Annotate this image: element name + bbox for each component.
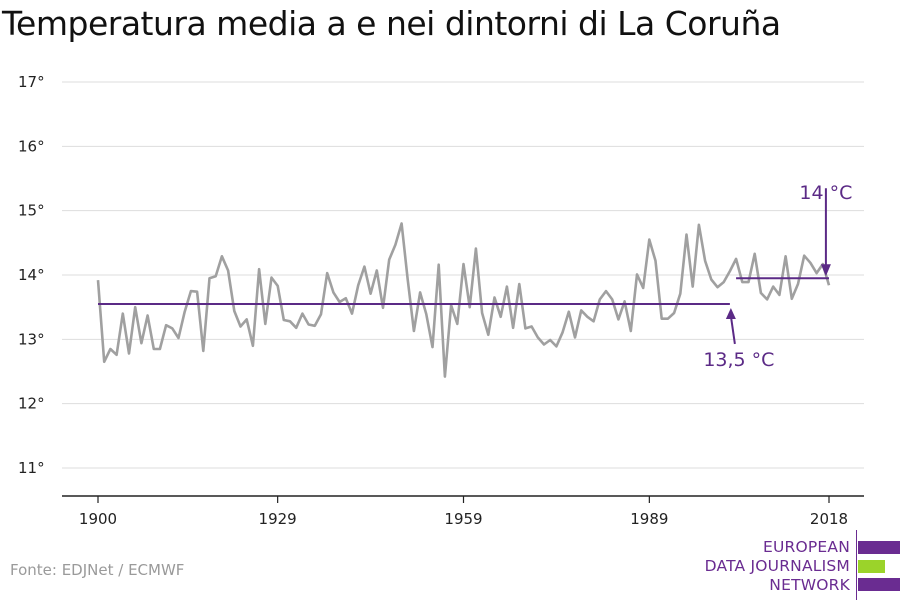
average-annotations: 13,5 °C 14 °C (98, 182, 852, 371)
logo-bar-purple-bottom (858, 578, 900, 591)
chart-title: Temperatura media a e nei dintorni di La… (2, 4, 781, 43)
x-tick-label-2018: 2018 (810, 510, 848, 528)
logo-line-3: NETWORK (769, 576, 850, 594)
x-tick-label-1959: 1959 (444, 510, 482, 528)
y-tick-label-11: 11° (18, 459, 45, 477)
average-arrowhead-2 (820, 264, 831, 277)
average-label-1: 13,5 °C (703, 349, 774, 371)
edjnet-logo[interactable]: EUROPEAN DATA JOURNALISM NETWORK (705, 538, 850, 595)
logo-line-2: DATA JOURNALISM (704, 557, 850, 575)
data-series (96, 222, 831, 378)
y-tick-label-16: 16° (18, 137, 45, 155)
y-axis-tick-labels: 11° 12° 13° 14° 15° 16° 17° (18, 73, 45, 477)
logo-bar-purple-top (858, 541, 900, 554)
x-axis: 1900 1929 1959 1989 2018 (62, 495, 864, 528)
y-tick-label-15: 15° (18, 202, 45, 220)
x-tick-label-1900: 1900 (79, 510, 117, 528)
x-tick-label-1989: 1989 (630, 510, 668, 528)
y-tick-label-13: 13° (18, 330, 45, 348)
y-tick-label-17: 17° (18, 73, 45, 91)
logo-divider (856, 530, 857, 600)
y-tick-label-12: 12° (18, 395, 45, 413)
y-tick-label-14: 14° (18, 266, 45, 284)
x-tick-label-1929: 1929 (259, 510, 297, 528)
average-arrowhead-1 (725, 307, 736, 319)
logo-bar-green (858, 560, 885, 573)
source-note: Fonte: EDJNet / ECMWF (10, 561, 185, 579)
average-label-2: 14 °C (799, 182, 852, 204)
grid-lines (62, 81, 864, 469)
logo-line-1: EUROPEAN (762, 538, 850, 556)
temperature-line (96, 222, 831, 378)
average-arrow-1 (729, 315, 736, 345)
